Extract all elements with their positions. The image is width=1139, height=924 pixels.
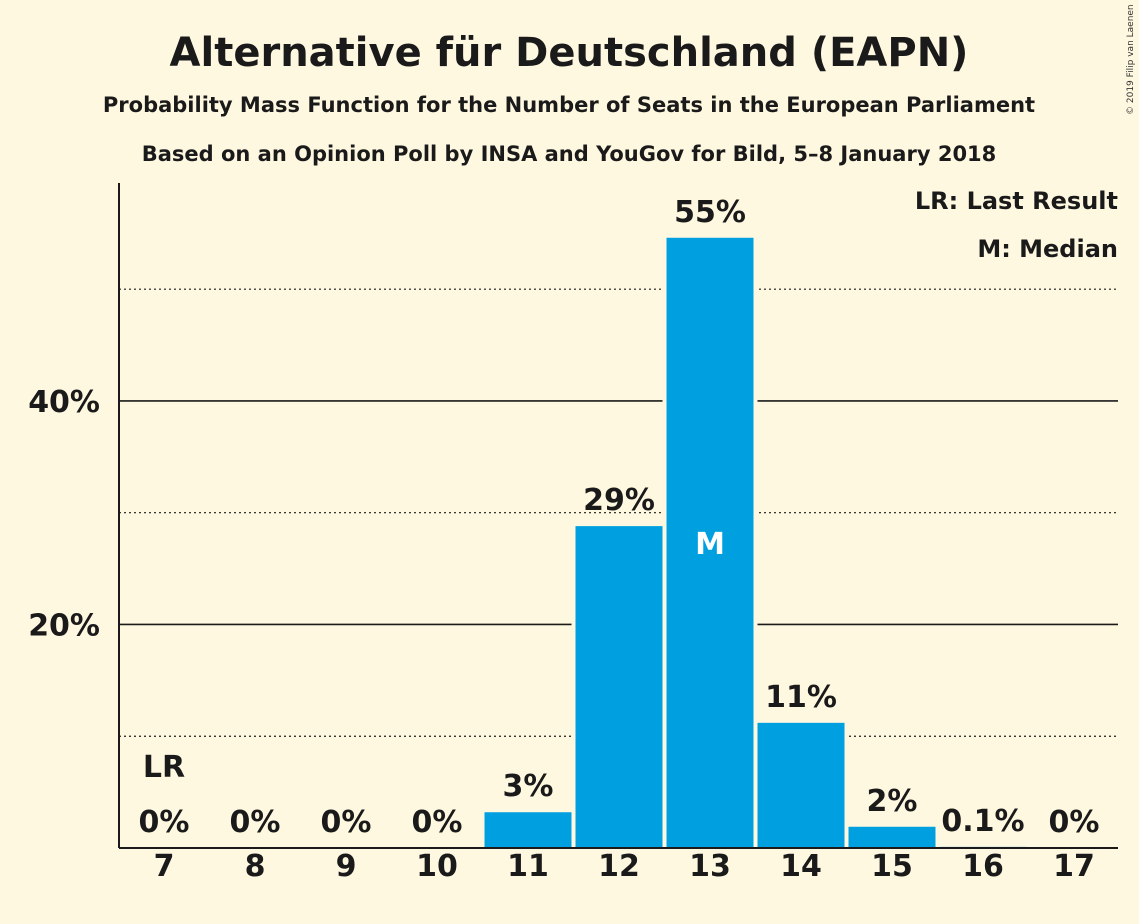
value-label-13: 55% (674, 195, 746, 230)
bar-11 (484, 812, 572, 848)
x-tick-label-12: 12 (598, 849, 640, 884)
x-tick-label-17: 17 (1053, 849, 1095, 884)
value-label-15: 2% (867, 784, 918, 819)
value-label-9: 0% (321, 805, 372, 840)
x-tick-label-9: 9 (336, 849, 357, 884)
legend-last-result: LR: Last Result (915, 187, 1118, 215)
value-label-12: 29% (583, 483, 655, 518)
x-tick-label-13: 13 (689, 849, 731, 884)
x-tick-label-7: 7 (154, 849, 175, 884)
value-label-10: 0% (412, 805, 463, 840)
bar-14 (757, 722, 845, 848)
value-label-11: 3% (503, 769, 554, 804)
chart-subtitle: Probability Mass Function for the Number… (103, 93, 1035, 117)
bars (480, 233, 1031, 848)
bar-15 (848, 826, 936, 848)
x-tick-label-14: 14 (780, 849, 822, 884)
x-axis-ticks: 7 8 9 10 11 12 13 14 15 16 17 (154, 849, 1095, 884)
y-tick-label-40: 40% (28, 385, 100, 420)
median-marker: M (695, 527, 725, 562)
copyright-text: © 2019 Filip van Laenen (1126, 4, 1136, 115)
y-tick-label-20: 20% (28, 608, 100, 643)
x-tick-label-15: 15 (871, 849, 913, 884)
legend-median: M: Median (977, 235, 1118, 263)
x-tick-label-8: 8 (245, 849, 266, 884)
value-labels: 0% LR 0% 0% 0% 3% 29% 55% M 11% 2% 0.1% 0% (139, 195, 1100, 840)
x-tick-label-16: 16 (962, 849, 1004, 884)
last-result-marker: LR (143, 750, 185, 785)
chart-title: Alternative für Deutschland (EAPN) (170, 30, 969, 76)
bar-13 (666, 237, 754, 848)
x-tick-label-10: 10 (416, 849, 458, 884)
x-tick-label-11: 11 (507, 849, 549, 884)
value-label-16: 0.1% (941, 804, 1024, 839)
bar-halo-16 (935, 842, 1031, 848)
value-label-8: 0% (230, 805, 281, 840)
bar-12 (575, 526, 663, 848)
chart-subtitle-poll: Based on an Opinion Poll by INSA and You… (142, 142, 997, 166)
value-label-7: 0% (139, 805, 190, 840)
value-label-14: 11% (765, 680, 837, 715)
value-label-17: 0% (1049, 805, 1100, 840)
y-axis-ticks: 20% 40% (28, 385, 100, 644)
